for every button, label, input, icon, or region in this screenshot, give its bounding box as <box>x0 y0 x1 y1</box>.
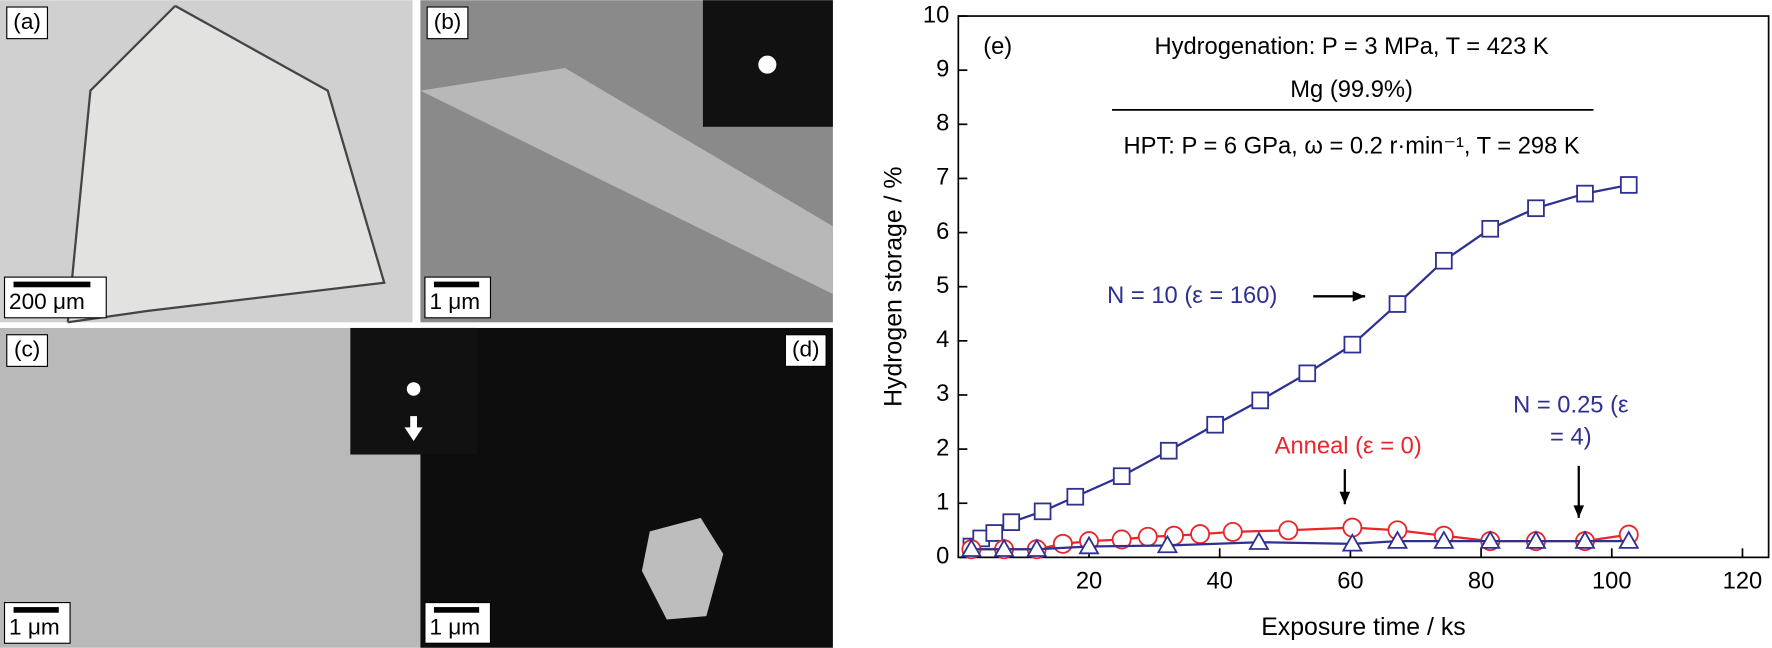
y-tick-label: 10 <box>923 2 949 28</box>
y-tick-label: 5 <box>936 273 949 299</box>
annotation: Hydrogenation: P = 3 MPa, T = 423 K <box>1154 34 1548 60</box>
series-label-box: N = 10 (ε = 160) <box>1107 282 1278 309</box>
y-axis-label: Hydrogen storage / % <box>880 166 908 406</box>
series-label: N = 0.25 (ε = 4) <box>1513 392 1629 451</box>
x-tick-label: 20 <box>1076 568 1102 594</box>
x-tick-label: 80 <box>1468 568 1494 594</box>
marker <box>1251 391 1270 410</box>
scale-bar-label: 200 μm <box>9 289 85 314</box>
scale-bar <box>433 281 480 288</box>
marker <box>1002 513 1021 531</box>
series-label: N = 10 (ε = 160) <box>1107 282 1278 309</box>
marker <box>1618 530 1640 549</box>
y-tick-label: 4 <box>936 327 949 353</box>
y-tick-label: 3 <box>936 381 949 407</box>
panel-label: (d) <box>792 337 820 362</box>
y-tick-label: 8 <box>936 111 949 137</box>
arrow-head <box>1339 491 1351 505</box>
marker <box>1078 535 1100 555</box>
marker <box>1298 364 1317 383</box>
marker <box>1343 335 1362 354</box>
marker <box>1137 526 1158 547</box>
marker <box>1111 529 1132 550</box>
arrow-head <box>1352 291 1366 302</box>
scale-bar <box>433 607 480 613</box>
x-tick-label: 40 <box>1207 568 1233 594</box>
marker <box>1525 530 1547 549</box>
marker <box>1190 524 1211 545</box>
x-tick-label: 100 <box>1592 568 1632 594</box>
x-axis-label: Exposure time / ks <box>1261 613 1465 641</box>
panel-label: (e) <box>983 34 1012 60</box>
y-tick-label: 1 <box>936 489 949 515</box>
y-tick-label: 2 <box>936 435 949 461</box>
marker <box>1052 533 1073 554</box>
marker <box>1479 530 1501 549</box>
bright-grain <box>641 517 724 620</box>
panel-label: (a) <box>13 9 41 34</box>
arrow <box>404 416 423 441</box>
texture <box>420 68 833 295</box>
marker <box>985 524 1004 542</box>
annotation: Mg (99.9%) <box>1290 77 1413 103</box>
y-tick-label: 9 <box>936 56 949 82</box>
marker <box>1112 467 1131 485</box>
marker <box>1156 534 1179 554</box>
marker <box>1386 530 1409 549</box>
marker <box>1026 538 1048 557</box>
marker <box>1248 531 1270 550</box>
scale-bar-label: 1 μm <box>9 615 60 640</box>
marker <box>1433 530 1455 549</box>
y-tick-label: 0 <box>936 544 949 570</box>
micrograph-d <box>420 327 833 648</box>
y-tick-label: 7 <box>936 165 949 191</box>
marker <box>1574 530 1596 549</box>
scale-bar-label: 1 μm <box>429 289 480 314</box>
x-tick-label: 60 <box>1337 568 1363 594</box>
marker <box>1341 532 1363 552</box>
x-tick-label: 120 <box>1723 568 1763 594</box>
panel-label: (c) <box>14 337 40 362</box>
marker <box>1388 295 1407 313</box>
series-label: Anneal (ε = 0) <box>1274 433 1422 460</box>
panel-label-box <box>6 334 49 367</box>
arrow-head <box>1573 505 1585 518</box>
annotation: HPT: P = 6 GPa, ω = 0.2 r·min⁻¹, T = 298… <box>1124 133 1580 159</box>
marker <box>960 538 982 557</box>
diffraction-spot <box>758 55 777 74</box>
panel-label: (b) <box>434 9 462 34</box>
marker <box>1033 502 1052 521</box>
scale-bar-label: 1 μm <box>429 615 480 640</box>
marker <box>1481 219 1500 238</box>
panel-label-box <box>426 6 469 40</box>
marker <box>1066 487 1085 506</box>
series-label-box: Anneal (ε = 0) <box>1274 433 1422 460</box>
marker <box>1159 441 1178 460</box>
marker <box>1278 520 1299 541</box>
y-tick-label: 6 <box>936 219 949 245</box>
panel-label-box <box>784 334 827 367</box>
marker <box>1576 184 1594 203</box>
marker <box>1527 199 1545 218</box>
grain-boundary <box>66 4 386 324</box>
marker <box>1222 521 1243 542</box>
diffraction-spot <box>406 382 421 396</box>
marker <box>1435 251 1453 270</box>
marker <box>993 538 1015 557</box>
marker <box>1206 415 1224 434</box>
series-label-box: N = 0.25 (ε = 4) <box>1513 392 1629 451</box>
scale-bar <box>13 607 59 613</box>
panel-label-box <box>6 6 49 40</box>
scale-bar <box>13 281 91 288</box>
marker <box>1619 176 1638 194</box>
